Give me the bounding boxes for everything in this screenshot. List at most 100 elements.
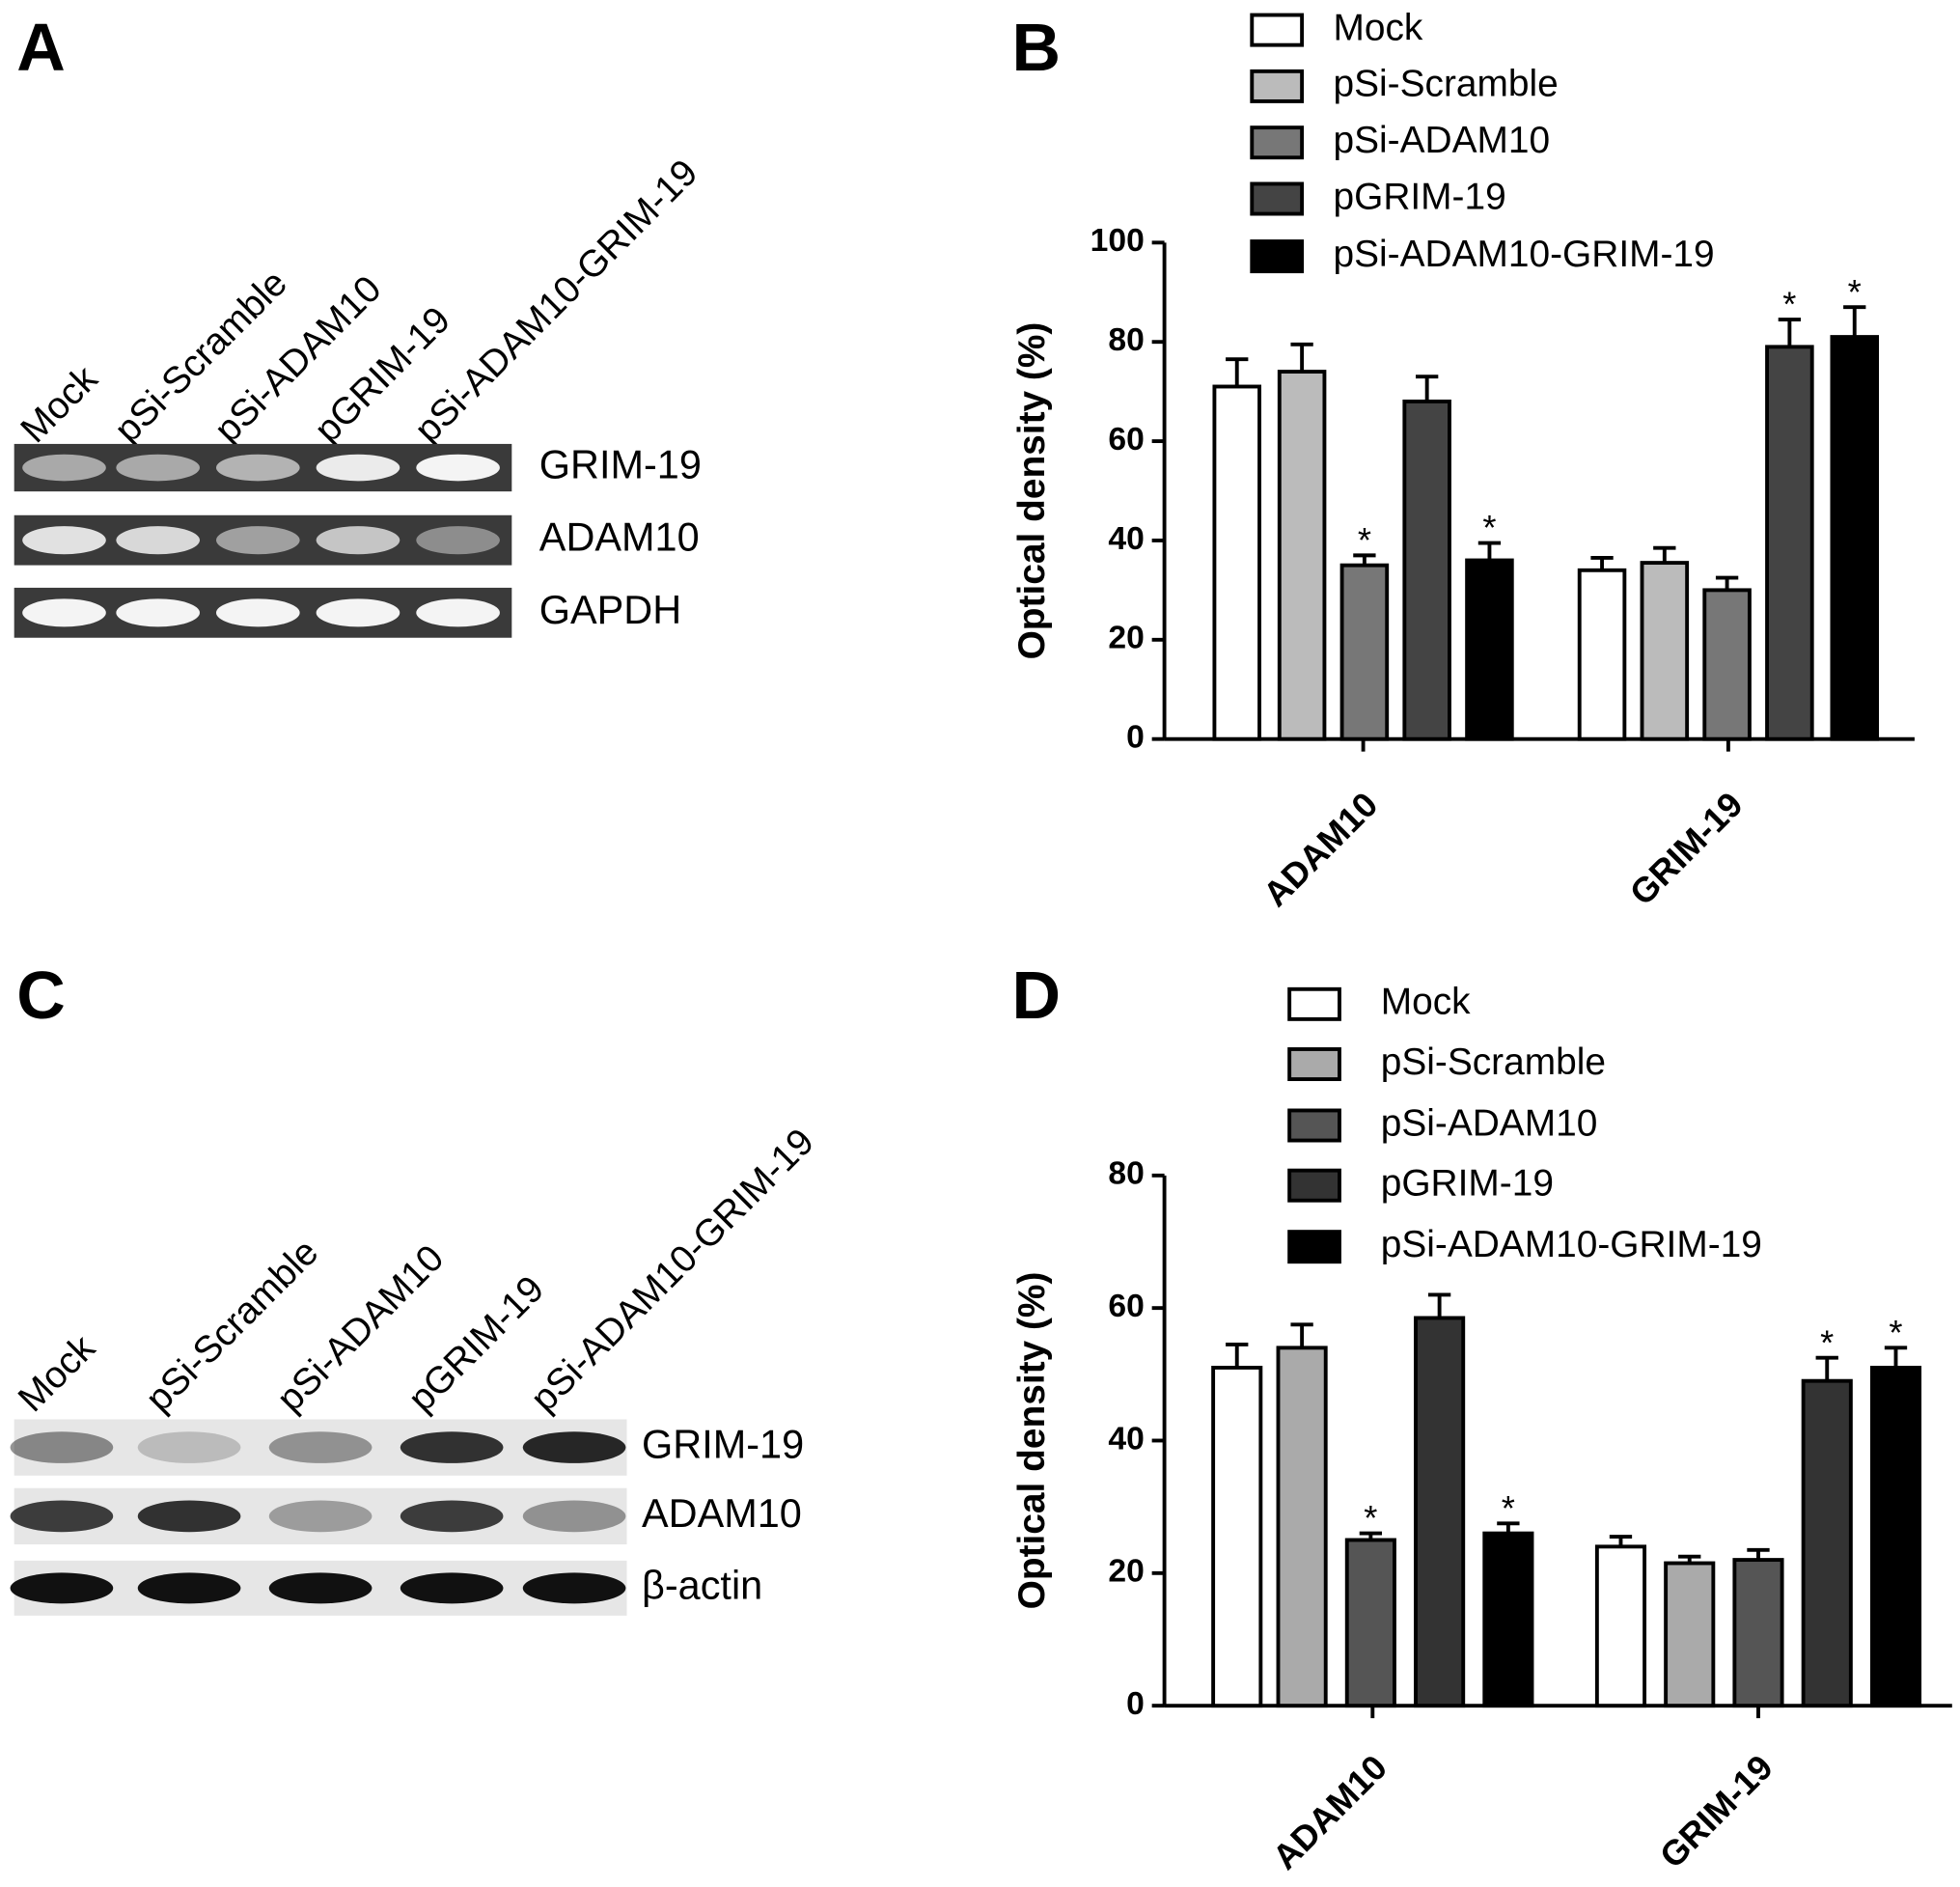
gel-band [116,526,200,555]
band-label: β-actin [642,1562,762,1607]
x-tick-label: GRIM-19 [1652,1747,1781,1875]
legend-swatch [1250,69,1305,103]
bar [1577,568,1627,741]
significance-mark: * [1358,520,1371,560]
bar [1702,588,1752,741]
band-label: GAPDH [539,587,681,632]
legend-swatch [1250,13,1305,47]
band-label: GRIM-19 [539,441,702,486]
gel-band [10,1572,114,1604]
gel-band [522,1431,626,1463]
panel-label: B [1012,10,1062,85]
bar [1212,384,1262,741]
y-tick-label: 60 [1108,422,1144,458]
significance-mark: * [1889,1313,1902,1352]
legend-label: pSi-Scramble [1333,64,1558,105]
gel-band [137,1572,241,1604]
y-tick-label: 80 [1108,322,1144,358]
bar [1276,1346,1328,1708]
legend-label: pSi-ADAM10-GRIM-19 [1333,234,1714,275]
significance-mark: * [1502,1488,1515,1528]
y-tick-label: 20 [1108,1554,1144,1590]
gel-band [522,1572,626,1604]
x-tick-label: ADAM10 [1265,1747,1394,1876]
gel-band [216,598,300,627]
legend-label: pSi-ADAM10-GRIM-19 [1381,1224,1762,1265]
gel-band [22,454,106,482]
panel-label: C [16,957,66,1033]
significance-mark: * [1482,508,1496,547]
bar [1664,1561,1716,1708]
gel-band [116,454,200,482]
bar [1732,1558,1784,1708]
gel-band [216,454,300,482]
gel-band [22,526,106,555]
bar [1801,1378,1853,1708]
significance-mark: * [1848,272,1862,312]
x-tick-label: ADAM10 [1256,785,1385,914]
gel-band [268,1572,373,1604]
gel-band [522,1500,626,1533]
legend-swatch [1250,181,1305,216]
legend-label: pSi-ADAM10 [1381,1102,1598,1144]
legend-swatch [1287,1168,1341,1203]
gel-band [116,598,200,627]
y-tick-label: 40 [1108,521,1144,557]
legend-swatch [1250,125,1305,160]
legend-swatch [1287,1047,1341,1082]
y-tick-label: 100 [1090,223,1145,259]
panel-label: D [1012,957,1062,1033]
bar [1414,1316,1466,1708]
legend-swatch [1287,1230,1341,1264]
band-label: ADAM10 [539,514,700,560]
gel-band [400,1572,504,1604]
y-tick-label: 0 [1126,1686,1145,1722]
legend-label: Mock [1333,7,1422,48]
x-tick-label: GRIM-19 [1622,785,1751,913]
y-tick-label: 80 [1108,1156,1144,1192]
gel-strip [14,1487,627,1545]
lane-label: Mock [13,358,105,451]
band-label: GRIM-19 [642,1422,804,1467]
bar [1869,1366,1922,1708]
y-tick-label: 60 [1108,1289,1144,1324]
gel-band [316,454,400,482]
bar [1339,563,1390,741]
y-axis-label: Optical density (%) [1011,322,1053,660]
gel-band [10,1500,114,1533]
y-tick-label: 20 [1108,621,1144,656]
gel-band [416,526,500,555]
gel-band [400,1431,504,1463]
gel-band [137,1500,241,1533]
legend-label: pSi-ADAM10 [1333,120,1550,161]
significance-mark: * [1782,285,1796,324]
gel-band [22,598,106,627]
lane-label: pSi-ADAM10-GRIM-19 [407,152,706,451]
gel-band [316,598,400,627]
lane-label: pSi-Scramble [107,263,295,451]
lane-label: Mock [11,1327,103,1420]
gel-band [216,526,300,555]
gel-band [400,1500,504,1533]
bar [1465,558,1514,741]
y-tick-label: 40 [1108,1421,1144,1457]
gel-band [316,526,400,555]
lane-label: pSi-ADAM10-GRIM-19 [523,1121,822,1420]
gel-band [416,598,500,627]
bar [1277,370,1327,741]
bar [1830,335,1880,741]
gel-band [137,1431,241,1463]
legend-label: pSi-Scramble [1381,1041,1606,1083]
bar [1211,1366,1263,1708]
legend-swatch [1287,986,1341,1021]
significance-mark: * [1364,1498,1377,1538]
bar [1344,1538,1396,1708]
legend-label: pGRIM-19 [1381,1162,1554,1204]
significance-mark: * [1820,1322,1834,1362]
y-axis-label: Optical density (%) [1011,1272,1053,1610]
panel-label: A [16,10,66,85]
gel-band [268,1431,373,1463]
legend-swatch [1250,239,1305,274]
gel-band [416,454,500,482]
